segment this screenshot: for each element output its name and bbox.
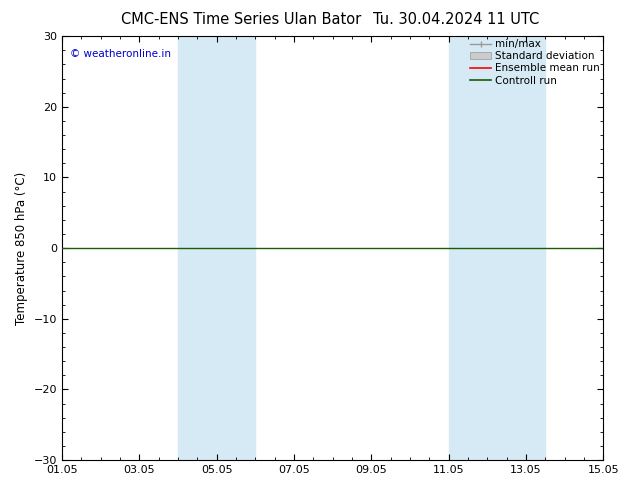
Text: © weatheronline.in: © weatheronline.in — [70, 49, 171, 59]
Legend: min/max, Standard deviation, Ensemble mean run, Controll run: min/max, Standard deviation, Ensemble me… — [470, 39, 600, 86]
Bar — [178, 36, 256, 460]
Text: CMC-ENS Time Series Ulan Bator: CMC-ENS Time Series Ulan Bator — [121, 12, 361, 27]
Y-axis label: Temperature 850 hPa (°C): Temperature 850 hPa (°C) — [15, 172, 28, 325]
Text: Tu. 30.04.2024 11 UTC: Tu. 30.04.2024 11 UTC — [373, 12, 540, 27]
Bar — [448, 36, 545, 460]
